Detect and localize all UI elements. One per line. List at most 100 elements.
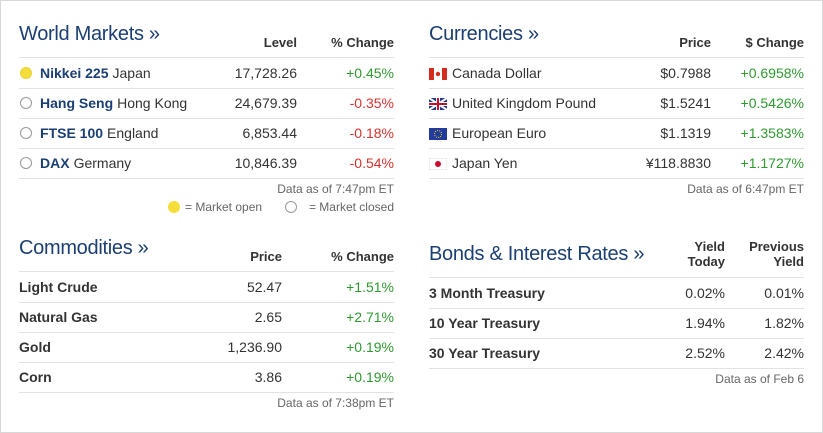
section-title[interactable]: Bonds & Interest Rates » (429, 243, 645, 265)
table-row: 10 Year Treasury 1.94% 1.82% (429, 308, 804, 339)
data-note: Data as of 6:47pm ET (687, 182, 804, 196)
row-value: 0.01% (764, 285, 804, 301)
row-value: 2.65 (254, 309, 282, 325)
row-value: +1.51% (346, 279, 394, 295)
table-row: Hang Seng Hong Kong 24,679.39 -0.35% (19, 88, 394, 119)
row-value: +0.19% (346, 369, 394, 385)
row-value: 0.02% (685, 285, 725, 301)
flag-icon (429, 67, 447, 80)
column-header: Price (679, 35, 711, 50)
row-name: Natural Gas (19, 309, 98, 325)
table-row: Canada Dollar $0.7988 +0.6958% (429, 58, 804, 89)
data-note: Data as of 7:47pm ET (277, 182, 394, 196)
row-value: 2.52% (685, 345, 725, 361)
row-name: Japan Yen (452, 155, 518, 171)
row-value: +0.45% (346, 65, 394, 81)
column-header: % Change (331, 249, 394, 264)
row-value: $0.7988 (660, 65, 711, 81)
row-value: -0.35% (349, 95, 394, 111)
row-value: 24,679.39 (234, 95, 297, 111)
row-name: 3 Month Treasury (429, 285, 545, 301)
column-header: $ Change (745, 35, 804, 50)
row-name: 30 Year Treasury (429, 345, 541, 361)
closed-dot (285, 201, 297, 213)
header-rule (19, 271, 394, 272)
section-title[interactable]: Currencies » (429, 23, 539, 45)
index-name[interactable]: Hang Seng (40, 95, 114, 111)
row-value: 3.86 (254, 369, 282, 385)
status-dot (20, 127, 32, 139)
row-value: 1.94% (685, 315, 725, 331)
row-name: United Kingdom Pound (452, 95, 596, 111)
row-name: Hang Seng Hong Kong (40, 88, 187, 118)
row-value: 1,236.90 (227, 339, 283, 355)
row-name: DAX Germany (40, 148, 131, 178)
column-header: Price (250, 249, 282, 264)
row-value: -0.18% (349, 125, 394, 141)
row-value: +0.19% (346, 339, 394, 355)
section: Currencies » Price $ Change Canada Dollar $0… (428, 1, 804, 432)
column-header: Level (263, 35, 297, 50)
table-row: 3 Month Treasury 0.02% 0.01% (429, 278, 804, 309)
row-value: ¥118.8830 (645, 155, 711, 171)
table-row: Japan Yen ¥118.8830 +1.1727% (428, 148, 804, 179)
section-title[interactable]: World Markets » (19, 23, 160, 45)
row-value: $1.5241 (660, 95, 711, 111)
header-rule (19, 57, 394, 58)
index-name[interactable]: DAX (40, 155, 70, 171)
row-value: 6,853.44 (242, 125, 298, 141)
row-value: +1.1727% (740, 155, 804, 171)
header-rule (429, 57, 804, 58)
header-rule (429, 277, 804, 278)
open-dot (168, 201, 180, 213)
country: Germany (73, 155, 132, 171)
country: England (107, 125, 159, 141)
index-name[interactable]: Nikkei 225 (40, 65, 109, 81)
row-name: FTSE 100 England (40, 118, 158, 148)
row-name: Nikkei 225 Japan (40, 58, 151, 88)
row-value: -0.54% (349, 155, 394, 171)
column-header: % Change (331, 35, 394, 50)
flag-icon (428, 97, 448, 111)
row-value: +2.71% (346, 309, 394, 325)
row-name: Canada Dollar (452, 65, 542, 81)
row-value: 17,728.26 (234, 65, 297, 81)
status-dot (20, 67, 32, 79)
table-row: FTSE 100 England 6,853.44 -0.18% (19, 118, 394, 149)
row-value: +0.5426% (740, 95, 804, 111)
section: World Markets » Level % Change Nikkei 225 Ja… (19, 1, 394, 432)
row-value: $1.1319 (660, 125, 711, 141)
status-dot (20, 97, 32, 109)
row-name: European Euro (452, 125, 547, 141)
row-name: Light Crude (19, 279, 98, 295)
table-row: United Kingdom Pound $1.5241 +0.5426% (428, 88, 804, 119)
row-value: 10,846.39 (234, 155, 297, 171)
row-name: Gold (19, 339, 51, 355)
table-row: 30 Year Treasury 2.52% 2.42% (429, 338, 804, 369)
table-row: Light Crude 52.47 +1.51% (19, 272, 394, 303)
row-value: 2.42% (764, 345, 804, 361)
table-row: Corn 3.86 +0.19% (19, 362, 394, 393)
section: Commodities » Price % Change Light Crude 52.… (19, 1, 394, 432)
index-name[interactable]: FTSE 100 (40, 125, 104, 141)
data-note: Data as of Feb 6 (715, 372, 804, 386)
row-value: +1.3583% (740, 125, 804, 141)
table-row: Gold 1,236.90 +0.19% (19, 332, 394, 363)
column-header: Previous Yield (749, 239, 804, 269)
legend-closed: = Market closed (308, 200, 394, 214)
legend-open: = Market open (185, 200, 263, 214)
table-row: European Euro $1.1319 +1.3583% (429, 118, 804, 149)
flag-icon (429, 127, 447, 140)
country: Japan (112, 65, 151, 81)
row-value: 52.47 (246, 279, 282, 295)
section: Bonds & Interest Rates » Yield Today Previ… (429, 1, 804, 432)
row-name: 10 Year Treasury (429, 315, 541, 331)
country: Hong Kong (117, 95, 188, 111)
section-title[interactable]: Commodities » (19, 237, 149, 259)
table-row: DAX Germany 10,846.39 -0.54% (19, 148, 394, 179)
data-note: Data as of 7:38pm ET (277, 396, 394, 410)
table-row: Natural Gas 2.65 +2.71% (19, 302, 394, 333)
row-name: Corn (19, 369, 52, 385)
status-dot (20, 157, 32, 169)
